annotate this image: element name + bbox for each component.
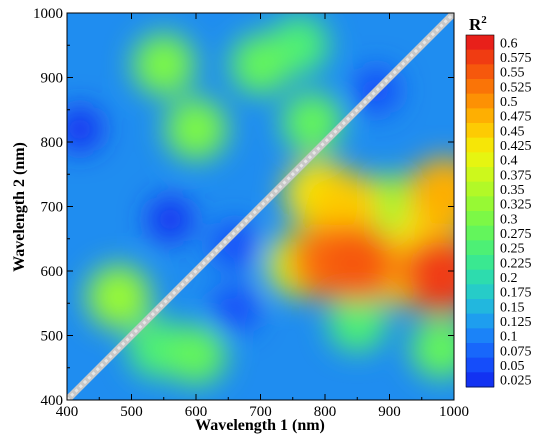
- colorbar-label: 0.425: [500, 139, 532, 154]
- colorbar-label: 0.175: [500, 286, 532, 301]
- colorbar-swatch: [466, 225, 494, 241]
- x-tick-label: 1000: [439, 404, 469, 420]
- x-axis: 400 500 600 700 800 900 1000: [56, 13, 469, 420]
- heatmap-region: [282, 92, 343, 153]
- heatmap-region: [411, 318, 454, 379]
- colorbar-swatch: [466, 152, 494, 168]
- colorbar-label: 0.275: [500, 227, 532, 242]
- colorbar-title-sup: 2: [481, 14, 487, 26]
- colorbar-frame: [465, 34, 495, 388]
- colorbar-swatch: [466, 49, 494, 65]
- colorbar-label: 0.35: [500, 183, 525, 198]
- colorbar-swatch: [466, 79, 494, 95]
- colorbar-swatch: [466, 313, 494, 329]
- heatmap-region: [147, 196, 194, 243]
- colorbar-swatches: [465, 34, 495, 388]
- colorbar-swatch: [466, 167, 494, 183]
- colorbar-label: 0.525: [500, 80, 532, 95]
- y-tick-label: 400: [41, 393, 64, 409]
- colorbar-label: 0.125: [500, 315, 532, 330]
- heatmap-region: [230, 34, 291, 95]
- colorbar-label: 0.15: [500, 300, 525, 315]
- colorbar-label: 0.05: [500, 359, 525, 374]
- colorbar-swatch: [466, 328, 494, 344]
- y-tick-label: 1000: [33, 6, 63, 22]
- colorbar-swatch: [466, 64, 494, 80]
- heatmap-region: [211, 286, 259, 334]
- colorbar-swatch: [466, 211, 494, 227]
- colorbar-swatch: [466, 196, 494, 212]
- colorbar-label: 0.4: [500, 154, 518, 169]
- colorbar-swatch: [466, 255, 494, 271]
- colorbar-title: R2: [469, 14, 487, 34]
- colorbar-label: 0.45: [500, 124, 525, 139]
- y-axis: 400 500 600 700 800 900 1000: [33, 6, 454, 409]
- plot-area: [67, 13, 454, 400]
- colorbar-swatch: [466, 108, 494, 124]
- colorbar-label: 0.2: [500, 271, 518, 286]
- colorbar-labels: 0.60.5750.550.5250.50.4750.450.4250.40.3…: [500, 36, 532, 388]
- x-axis-title: Wavelength 1 (nm): [195, 417, 325, 434]
- colorbar-swatch: [466, 269, 494, 285]
- x-tick-label: 900: [378, 404, 401, 420]
- x-tick-label: 500: [120, 404, 143, 420]
- heatmap-region: [407, 157, 454, 230]
- colorbar-label: 0.1: [500, 330, 518, 345]
- heatmap-region: [401, 234, 454, 314]
- y-tick-label: 800: [41, 135, 64, 151]
- x-tick-label: 400: [56, 404, 79, 420]
- heatmap-region: [67, 106, 103, 152]
- y-tick-label: 600: [41, 264, 64, 280]
- heatmap-region: [86, 264, 151, 329]
- y-tick-label: 500: [41, 329, 64, 345]
- colorbar: R2 0.60.5750.550.5250.50.4750.450.4250.4…: [465, 14, 532, 389]
- colorbar-label: 0.55: [500, 66, 525, 81]
- colorbar-swatch: [466, 343, 494, 359]
- heatmap-region: [211, 221, 259, 269]
- x-tick-label: 700: [249, 404, 272, 420]
- colorbar-swatch: [466, 284, 494, 300]
- colorbar-swatch: [466, 357, 494, 373]
- colorbar-swatch: [466, 137, 494, 153]
- colorbar-label: 0.325: [500, 198, 532, 213]
- colorbar-label: 0.575: [500, 51, 532, 66]
- colorbar-label: 0.3: [500, 212, 518, 227]
- y-tick-label: 900: [41, 71, 64, 87]
- colorbar-label: 0.225: [500, 256, 532, 271]
- colorbar-swatch: [466, 240, 494, 256]
- heatmap-region: [318, 224, 397, 303]
- colorbar-label: 0.5: [500, 95, 518, 110]
- heatmap-region: [132, 33, 195, 96]
- colorbar-swatch: [466, 35, 494, 51]
- heatmap-region: [165, 324, 227, 385]
- colorbar-swatch: [466, 372, 494, 388]
- x-tick-label: 600: [185, 404, 208, 420]
- colorbar-swatch: [466, 299, 494, 315]
- colorbar-label: 0.6: [500, 36, 518, 51]
- colorbar-swatch: [466, 93, 494, 109]
- colorbar-label: 0.075: [500, 344, 532, 359]
- x-tick-label: 800: [314, 404, 337, 420]
- colorbar-label: 0.375: [500, 168, 532, 183]
- colorbar-label: 0.025: [500, 374, 532, 389]
- colorbar-label: 0.475: [500, 110, 532, 125]
- diagonal-line-highlight: [67, 13, 454, 400]
- colorbar-title-main: R: [469, 15, 482, 34]
- heatmap-region: [165, 98, 227, 161]
- colorbar-swatch: [466, 123, 494, 139]
- heatmap-region: [328, 293, 387, 352]
- colorbar-swatch: [466, 181, 494, 197]
- colorbar-label: 0.25: [500, 242, 525, 257]
- y-tick-label: 700: [41, 200, 64, 216]
- y-axis-title: Wavelength 2 (nm): [11, 142, 28, 272]
